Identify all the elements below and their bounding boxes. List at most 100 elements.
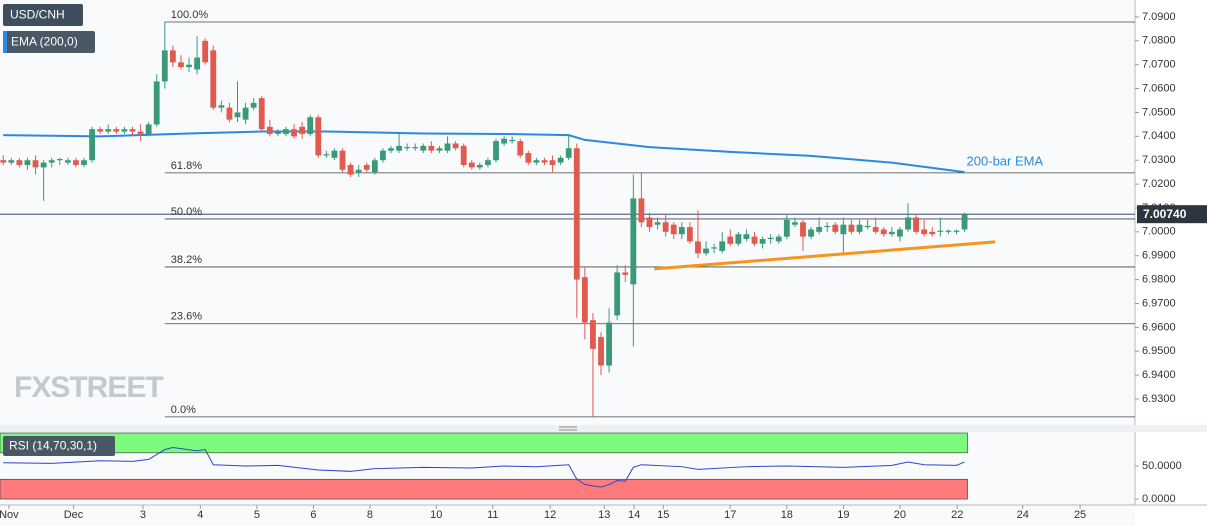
candle-body: [396, 145, 402, 151]
candle-body: [129, 129, 136, 132]
candle-body: [8, 160, 15, 163]
candle-body: [735, 234, 742, 244]
candle-body: [533, 160, 540, 163]
x-tick-label: 10: [430, 509, 442, 521]
y-tick-label: 7.0400: [1142, 130, 1176, 142]
x-tick-label: 19: [837, 509, 849, 521]
candle-body: [598, 336, 604, 366]
candle-body: [670, 224, 677, 235]
candle-body: [791, 222, 798, 225]
panel-splitter[interactable]: [0, 425, 1207, 432]
candle-body: [428, 145, 435, 151]
y-tick-label: 6.9700: [1142, 297, 1176, 309]
candle-body: [64, 160, 71, 163]
candle-body: [145, 124, 152, 134]
candle-body: [0, 160, 7, 163]
y-tick-label: 7.0300: [1142, 154, 1176, 166]
candle-body: [517, 141, 524, 156]
y-tick-label: 6.9500: [1142, 345, 1176, 357]
fib-label: 0.0%: [171, 404, 196, 416]
y-tick-label: 0.0000: [1142, 493, 1176, 505]
x-tick-label: 17: [724, 509, 736, 521]
candle-body: [824, 225, 831, 228]
fib-label: 50.0%: [171, 206, 202, 218]
candle-body: [323, 154, 330, 156]
candle-body: [347, 164, 354, 175]
candle-body: [638, 198, 645, 223]
indicator-badge[interactable]: [3, 31, 95, 53]
candle-body: [525, 153, 532, 163]
last-price-box: [1137, 205, 1207, 224]
candle-body: [444, 143, 451, 151]
candle-body: [945, 230, 952, 232]
candle-body: [283, 129, 289, 134]
candle-body: [832, 224, 839, 232]
price-panel: 7.0900 7.0800 7.0700 7.0600 7.0500 7.0400 7.03…: [0, 9, 1207, 521]
candle-body: [331, 150, 338, 158]
candle-body: [565, 148, 572, 158]
y-tick-label: 7.0200: [1142, 178, 1176, 190]
candle-body: [468, 162, 475, 168]
candle-body: [606, 322, 613, 366]
candle-body: [307, 117, 314, 134]
candle-body: [493, 141, 499, 161]
candle-body: [266, 126, 273, 134]
candle-body: [929, 231, 936, 235]
candle-body: [485, 160, 491, 165]
candle-body: [759, 239, 766, 244]
indicator-swatch: [3, 31, 7, 53]
candle-body: [113, 129, 120, 132]
candle-body: [226, 107, 233, 120]
ema-annotation: 200-bar EMA: [967, 154, 1044, 169]
fib-label: 23.6%: [171, 311, 202, 323]
candle-body: [743, 234, 750, 240]
candle-body: [703, 248, 709, 254]
candle-body: [897, 229, 903, 237]
fib-label: 100.0%: [171, 9, 209, 21]
ema-line: [3, 130, 965, 174]
x-tick-label: 14: [628, 509, 640, 521]
candle-body: [872, 227, 879, 232]
candle-body: [24, 160, 31, 165]
candle-body: [856, 224, 863, 232]
candle-body: [775, 236, 782, 242]
candle-body: [420, 145, 427, 151]
candle-body: [695, 241, 701, 254]
x-tick-label: 6: [310, 509, 316, 521]
candle-body: [73, 160, 79, 165]
candle-body: [242, 107, 249, 120]
candle-body: [614, 272, 621, 316]
watermark: FXSTREET: [14, 371, 163, 404]
candle-body: [186, 64, 192, 68]
candle-body: [864, 225, 871, 228]
x-tick-label: 25: [1074, 509, 1086, 521]
candle-body: [549, 160, 556, 165]
candle-body: [816, 227, 823, 232]
x-tick-label: Nov: [0, 509, 19, 521]
candle-body: [202, 40, 209, 63]
candle-body: [654, 222, 661, 225]
indicator-label: RSI (14,70,30,1): [9, 439, 97, 453]
candle-body: [371, 160, 378, 173]
candle-body: [153, 81, 160, 125]
last-price-label: 7.00740: [1143, 207, 1187, 221]
candle-body: [315, 117, 322, 156]
indicator-badge[interactable]: [3, 436, 115, 456]
rsi-band: [0, 478, 968, 500]
candle-body: [880, 229, 887, 235]
candle-body: [937, 230, 944, 232]
y-tick-label: 7.0900: [1142, 11, 1176, 23]
x-tick-label: 5: [254, 509, 260, 521]
candle-body: [258, 98, 265, 130]
x-tick-label: Dec: [64, 509, 84, 521]
x-tick-label: 11: [487, 509, 498, 521]
symbol-badge[interactable]: [3, 4, 83, 26]
candle-body: [274, 131, 281, 134]
candle-body: [299, 126, 306, 134]
candle-body: [388, 148, 394, 151]
x-tick-label: 18: [781, 509, 793, 521]
y-tick-label: 7.0800: [1142, 35, 1176, 47]
candle-body: [97, 129, 104, 132]
rsi-band: [0, 432, 968, 454]
candle-body: [581, 277, 588, 323]
